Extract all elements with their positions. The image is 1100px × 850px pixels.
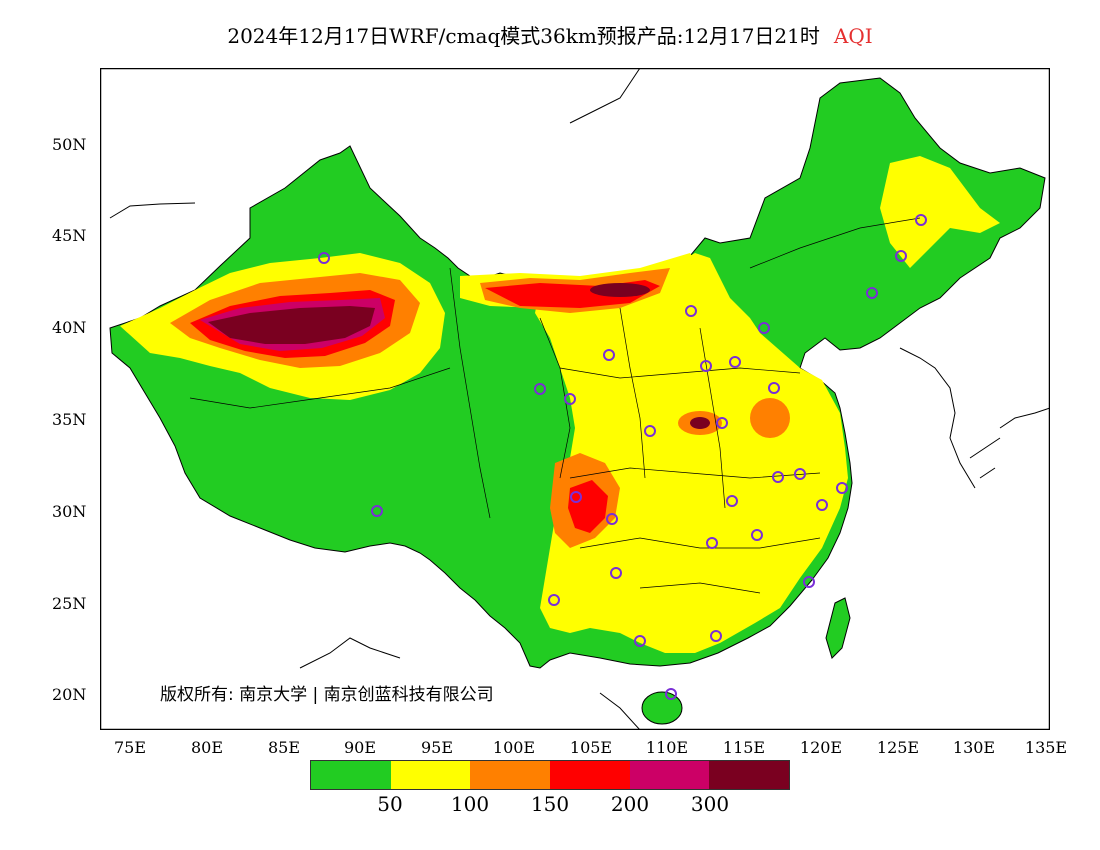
lon-label-75e: 75E — [113, 738, 147, 757]
lon-label-110e: 110E — [645, 738, 689, 757]
lon-label-95e: 95E — [420, 738, 454, 757]
station-marker — [634, 635, 646, 647]
lat-label-35n: 35N — [52, 410, 87, 429]
lon-label-85e: 85E — [267, 738, 301, 757]
aqi-map — [100, 68, 1050, 730]
legend-label-50: 50 — [377, 792, 403, 816]
legend-swatch-150-200 — [550, 761, 630, 789]
map-canvas — [100, 68, 1050, 730]
lon-label-130e: 130E — [952, 738, 996, 757]
legend-swatch-50-100 — [390, 761, 471, 789]
lon-label-105e: 105E — [569, 738, 613, 757]
legend-swatch-200-300 — [629, 761, 710, 789]
map-frame — [100, 68, 1050, 730]
taiwan-island — [825, 597, 851, 659]
lon-label-125e: 125E — [876, 738, 920, 757]
station-marker — [726, 495, 738, 507]
station-marker — [606, 513, 618, 525]
lon-label-135e: 135E — [1024, 738, 1068, 757]
map-title: 2024年12月17日WRF/cmaq模式36km预报产品:12月17日21时 A… — [0, 20, 1100, 49]
title-variable: AQI — [833, 24, 873, 48]
legend-label-100: 100 — [450, 792, 490, 816]
station-marker — [706, 537, 718, 549]
lat-label-50n: 50N — [52, 135, 87, 154]
station-marker — [710, 630, 722, 642]
station-marker — [610, 567, 622, 579]
lat-label-25n: 25N — [52, 594, 87, 613]
legend-label-300: 300 — [690, 792, 730, 816]
station-marker — [570, 491, 582, 503]
station-marker — [803, 576, 815, 588]
aqi-band-maroon-tarim — [208, 306, 375, 344]
korea-coast — [899, 347, 976, 489]
station-marker — [751, 529, 763, 541]
lat-label-30n: 30N — [52, 502, 87, 521]
station-marker — [371, 505, 383, 517]
station-markers — [318, 214, 927, 700]
station-marker — [534, 383, 546, 395]
station-marker — [816, 499, 828, 511]
station-marker — [772, 471, 784, 483]
lon-label-80e: 80E — [190, 738, 224, 757]
aqi-legend — [310, 760, 790, 790]
station-marker — [729, 356, 741, 368]
legend-swatch-0-50 — [311, 761, 391, 789]
station-marker — [768, 382, 780, 394]
title-text: 2024年12月17日WRF/cmaq模式36km预报产品:12月17日21时 — [227, 24, 820, 48]
hainan-island — [641, 691, 683, 725]
lon-label-115e: 115E — [722, 738, 766, 757]
station-marker — [915, 214, 927, 226]
station-marker — [895, 250, 907, 262]
lon-label-90e: 90E — [343, 738, 377, 757]
station-marker — [716, 417, 728, 429]
aqi-band-orange-shandong — [750, 398, 790, 438]
lon-label-120e: 120E — [799, 738, 843, 757]
station-marker — [564, 393, 576, 405]
west-border-line — [109, 202, 196, 219]
japan-coast — [969, 407, 1050, 479]
lat-label-20n: 20N — [52, 685, 87, 704]
lat-label-40n: 40N — [52, 318, 87, 337]
station-marker — [836, 482, 848, 494]
aqi-band-yellow-northeast — [880, 156, 1000, 268]
aqi-band-maroon-north — [590, 283, 650, 297]
northern-border-line — [569, 68, 641, 124]
southeast-asia-coast — [299, 637, 641, 730]
station-marker — [548, 594, 560, 606]
copyright-notice: 版权所有: 南京大学 | 南京创蓝科技有限公司 — [160, 685, 494, 705]
station-marker — [794, 468, 806, 480]
legend-swatch-100-150 — [470, 761, 551, 789]
legend-label-150: 150 — [530, 792, 570, 816]
lon-label-100e: 100E — [492, 738, 536, 757]
station-marker — [700, 360, 712, 372]
station-marker — [665, 688, 677, 700]
station-marker — [318, 252, 330, 264]
station-marker — [866, 287, 878, 299]
lat-label-45n: 45N — [52, 226, 87, 245]
station-marker — [644, 425, 656, 437]
legend-label-200: 200 — [610, 792, 650, 816]
aqi-band-maroon-henan — [690, 417, 710, 429]
station-marker — [603, 349, 615, 361]
legend-swatch-300-plus — [709, 761, 790, 789]
station-marker — [758, 322, 770, 334]
station-marker — [685, 305, 697, 317]
